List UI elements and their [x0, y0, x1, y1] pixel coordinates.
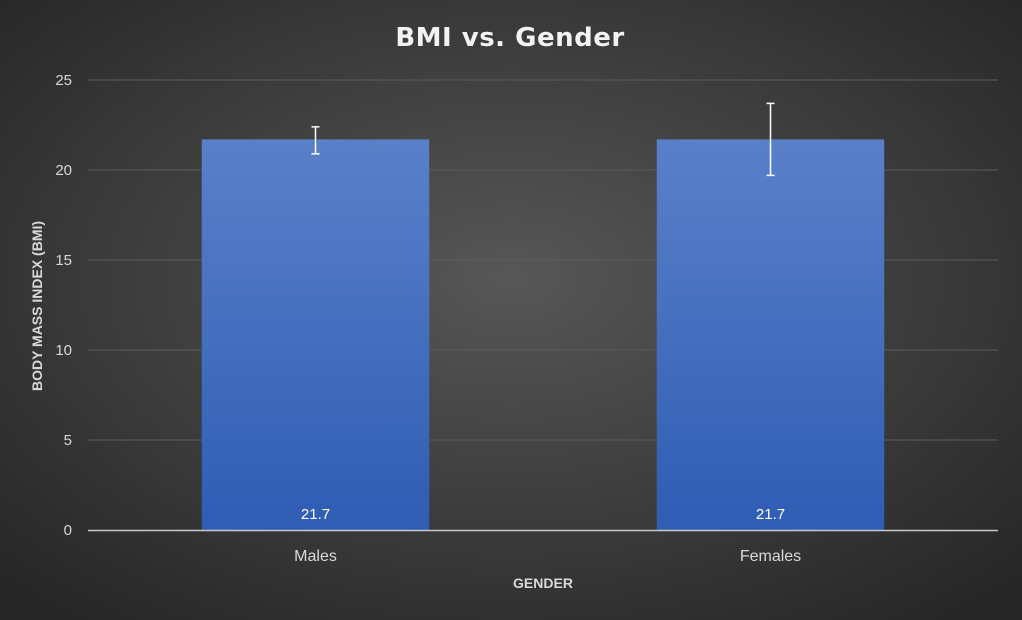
y-tick-label: 20 [55, 162, 72, 179]
y-tick-labels: 0 5 10 15 20 25 [55, 72, 72, 539]
x-category-label: Females [740, 548, 801, 565]
data-label: 21.7 [756, 506, 785, 523]
data-label: 21.7 [301, 506, 330, 523]
x-category-label: Males [294, 548, 337, 565]
x-category-labels: Males Females [294, 548, 801, 565]
chart-title: BMI vs. Gender [395, 23, 624, 53]
error-bars [311, 102, 775, 177]
x-axis-title: GENDER [513, 575, 573, 591]
y-axis-title: BODY MASS INDEX (BMI) [29, 221, 45, 391]
y-tick-label: 15 [55, 252, 72, 269]
bar [656, 139, 885, 530]
y-tick-label: 0 [64, 522, 72, 539]
y-tick-label: 25 [55, 72, 72, 89]
y-tick-label: 5 [64, 432, 72, 449]
bar [201, 139, 430, 530]
bars [201, 139, 885, 530]
y-tick-label: 10 [55, 342, 72, 359]
data-labels: 21.7 21.7 [301, 506, 785, 523]
